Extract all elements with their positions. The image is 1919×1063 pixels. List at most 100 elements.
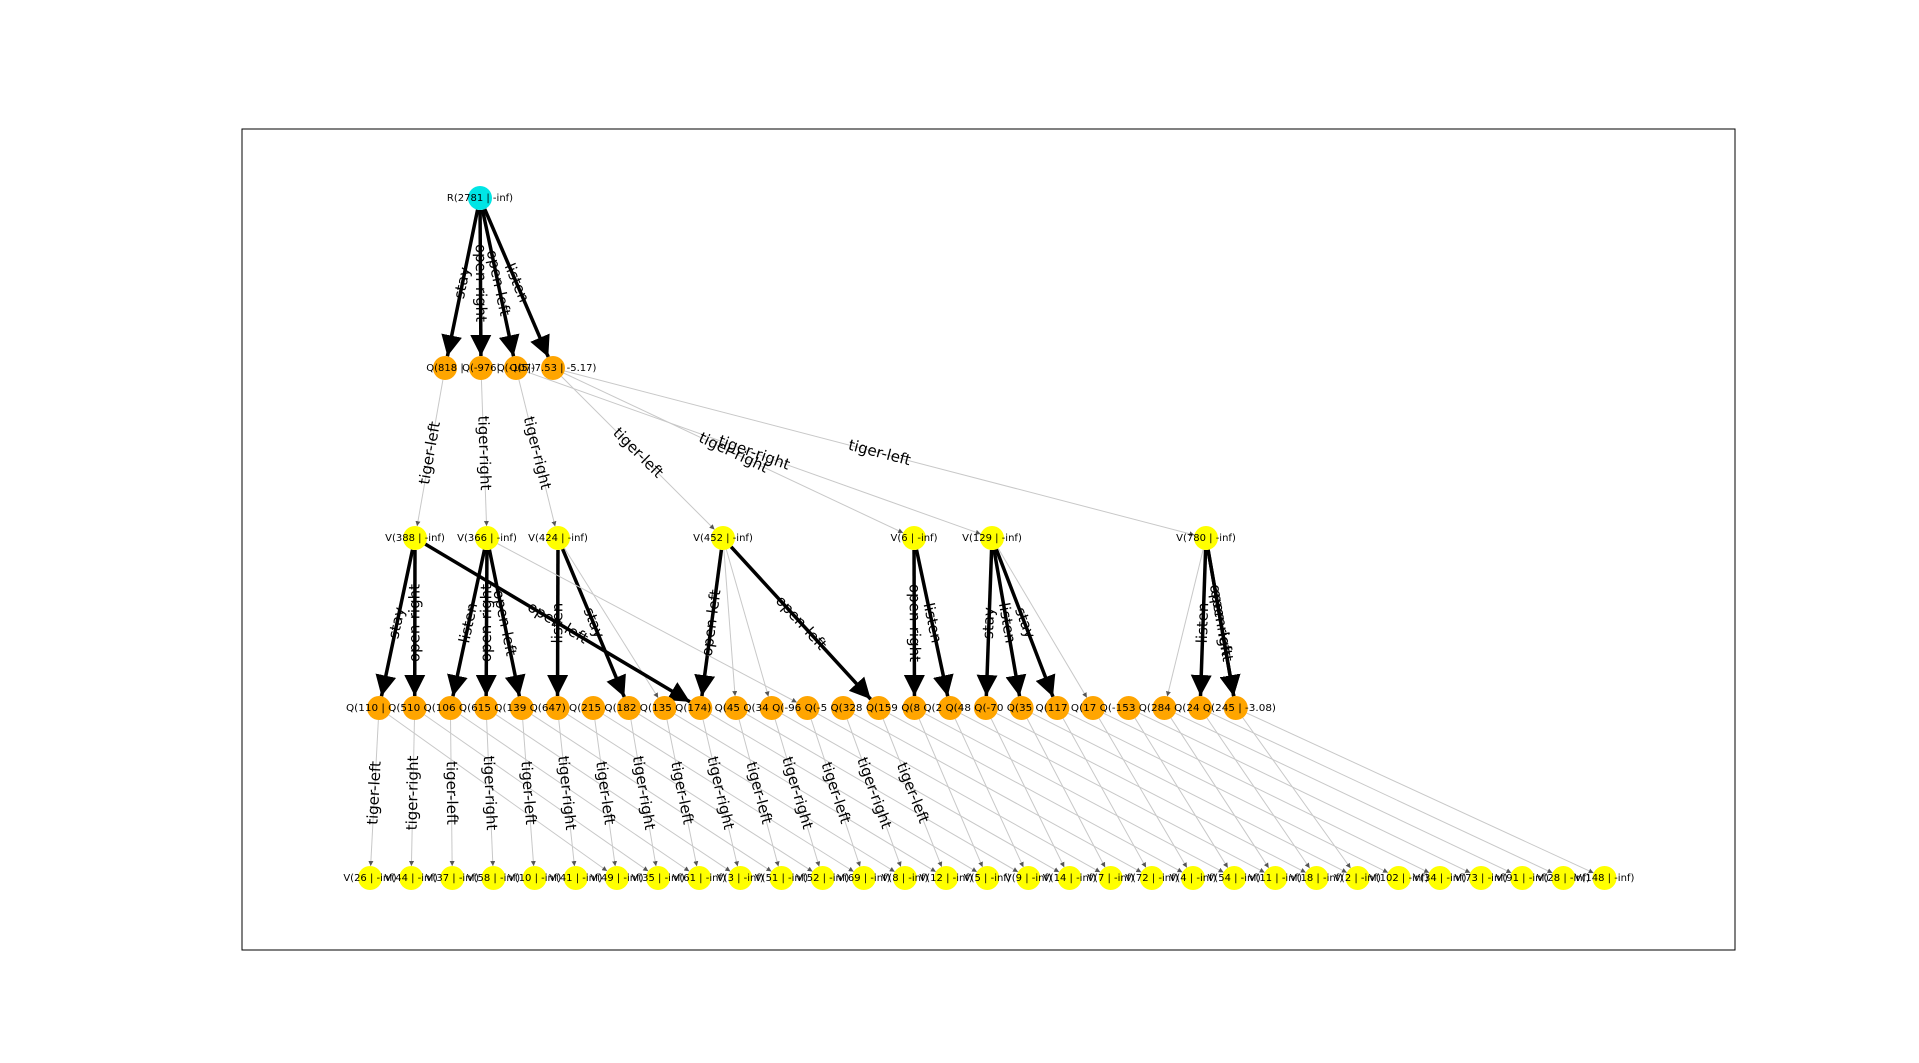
edge: [817, 713, 1101, 873]
node-label: V(388 | -inf): [385, 533, 445, 544]
edge: [447, 549, 487, 697]
tree-node: [1098, 866, 1123, 890]
tree-node: [509, 696, 534, 720]
edge: [460, 714, 690, 872]
edge: [1190, 549, 1212, 697]
node-label: V(58 | -inf): [467, 873, 520, 884]
edge: [375, 549, 415, 697]
tree-node: [934, 866, 959, 890]
edge: [674, 713, 937, 873]
node-label: V(4 | -inf): [1170, 873, 1217, 884]
edge: [563, 372, 904, 534]
node-label: V(102 | -inf): [1369, 873, 1429, 884]
node-label: V(35 | -inf): [631, 873, 684, 884]
tree-node: [438, 696, 463, 720]
tree-node: [1188, 696, 1213, 720]
edge: [483, 208, 550, 358]
edge: [1166, 549, 1204, 697]
edge: [810, 719, 861, 867]
tree-node: [975, 866, 1000, 890]
tree-node: [468, 186, 492, 210]
edge: [424, 714, 649, 872]
node-label: V(11 | -inf): [1249, 873, 1302, 884]
node-label: V(41 | -inf): [549, 873, 602, 884]
tree-node: [475, 526, 499, 550]
edge: [424, 542, 691, 704]
edge-label: open-left: [772, 592, 831, 654]
edge: [603, 713, 854, 873]
edge-label: open-right: [906, 584, 924, 662]
tree-node: [522, 866, 547, 890]
node-label: V(10 | -inf): [508, 873, 561, 884]
edge: [1246, 712, 1594, 874]
tree-node: [481, 866, 506, 890]
node-label: V(91 | -inf): [1496, 873, 1549, 884]
tree-node: [728, 866, 753, 890]
edge: [1067, 712, 1389, 874]
tree-node: [469, 356, 493, 380]
edge: [1170, 717, 1270, 869]
edge-label: tiger-left: [817, 760, 854, 826]
edge: [495, 714, 731, 872]
edge: [924, 713, 1224, 873]
tree-node: [1551, 866, 1576, 890]
edge: [882, 718, 943, 868]
tree-node: [646, 866, 671, 890]
node-label: V(54 | -inf): [1207, 873, 1260, 884]
tree-node: [1081, 696, 1105, 720]
edge: [630, 719, 658, 867]
tree-node: [769, 866, 794, 890]
node-label: V(8 | -inf): [881, 873, 928, 884]
tree-node: [399, 866, 424, 890]
node-label: Q(-107): [497, 363, 535, 374]
tree-node: [604, 866, 629, 890]
node-label: R(2781 | -inf): [447, 193, 513, 204]
edge-label: tiger-left: [742, 760, 776, 826]
edge: [1175, 712, 1512, 874]
edge: [1098, 718, 1188, 868]
edge-label: open-right: [405, 584, 423, 662]
tree-node: [866, 696, 891, 720]
edge: [723, 549, 738, 697]
tree-node: [1223, 696, 1248, 720]
tree-node: [1057, 866, 1082, 890]
edge: [487, 549, 526, 697]
edge: [1103, 712, 1430, 874]
edge: [531, 714, 772, 872]
edge-label: tiger-left: [667, 760, 697, 826]
tree-node: [403, 526, 427, 550]
edge: [558, 719, 577, 867]
edge: [1139, 712, 1471, 874]
tree-node: [563, 866, 588, 890]
edge-label: tiger-right: [403, 755, 423, 830]
edge-label: tiger-right: [474, 415, 495, 490]
edge: [996, 713, 1307, 873]
edge: [1242, 717, 1352, 869]
edge: [976, 549, 998, 697]
edge: [914, 549, 954, 697]
edge-label: tiger-right: [554, 755, 580, 831]
edge-label: open-right: [472, 244, 490, 322]
edge: [694, 549, 724, 697]
edge: [564, 370, 1195, 537]
edge: [746, 713, 1019, 873]
tree-node: [1469, 866, 1494, 890]
tree-node: [546, 526, 570, 550]
tree-node: [1386, 866, 1411, 890]
tree-node: [831, 696, 856, 720]
tree-node: [367, 696, 391, 720]
edge: [954, 718, 1024, 868]
tree-node: [759, 696, 784, 720]
tree-node: [504, 356, 528, 380]
node-label: V(366 | -inf): [457, 533, 517, 544]
node-label: V(424 | -inf): [528, 533, 588, 544]
node-label: V(73 | -inf): [1454, 873, 1507, 884]
tree-node: [711, 526, 735, 550]
edge: [702, 719, 739, 867]
edge: [994, 548, 1056, 698]
edge: [729, 545, 872, 701]
edge: [522, 719, 536, 867]
node-label: V(69 | -inf): [837, 873, 890, 884]
edge-label: tiger-right: [629, 755, 659, 832]
node-label: V(44 | -inf): [384, 873, 437, 884]
